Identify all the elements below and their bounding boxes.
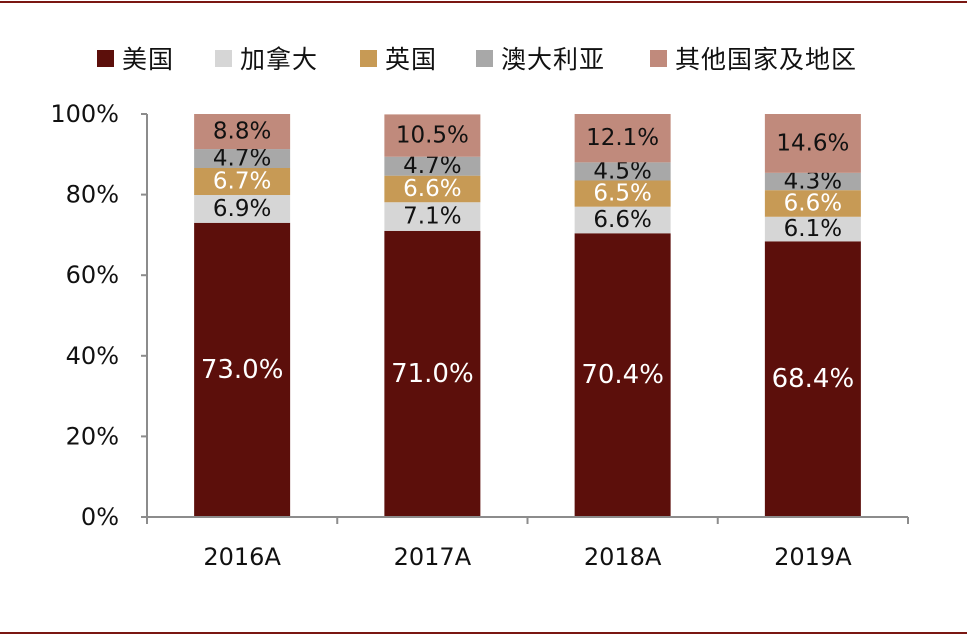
bar-segment — [194, 195, 291, 223]
bar-segment — [384, 175, 481, 203]
data-label: 6.6% — [403, 176, 461, 202]
data-label: 6.6% — [784, 190, 842, 216]
bar-segment — [194, 149, 291, 169]
data-label: 71.0% — [391, 359, 474, 389]
x-tick-label: 2018A — [584, 543, 662, 571]
legend-item-other: 其他国家及地区 — [650, 40, 857, 76]
x-tick-label: 2019A — [774, 543, 852, 571]
legend-swatch-other — [650, 49, 667, 67]
legend-swatch-usa — [97, 49, 114, 67]
legend-label-australia: 澳大利亚 — [501, 45, 606, 74]
bar-segment — [384, 156, 481, 176]
bar-segment — [384, 114, 481, 157]
bar-segment — [194, 168, 291, 196]
y-tick-label: 80% — [66, 181, 119, 209]
data-label: 4.5% — [593, 158, 651, 184]
data-label: 4.7% — [213, 146, 271, 172]
bar-segment — [764, 216, 861, 242]
data-label: 68.4% — [772, 364, 855, 394]
legend-label-uk: 英国 — [385, 45, 438, 74]
bar-segment — [574, 206, 671, 234]
bar-segment — [194, 222, 291, 517]
legend-item-canada: 加拿大 — [215, 40, 318, 76]
data-label: 70.4% — [581, 360, 664, 390]
bottom-border-rule — [0, 632, 967, 634]
y-tick-label: 0% — [81, 503, 119, 531]
legend-item-australia: 澳大利亚 — [476, 40, 605, 76]
data-label: 12.1% — [586, 125, 659, 151]
data-label: 6.7% — [213, 169, 271, 195]
legend-label-canada: 加拿大 — [240, 45, 319, 74]
data-label: 14.6% — [776, 130, 849, 156]
y-tick-label: 40% — [66, 342, 119, 370]
data-label: 73.0% — [201, 355, 284, 385]
legend-label-usa: 美国 — [122, 45, 175, 74]
bar-segment — [384, 230, 481, 517]
legend-item-usa: 美国 — [97, 40, 174, 76]
data-label: 6.6% — [593, 207, 651, 233]
data-label: 10.5% — [396, 123, 469, 149]
bar-segment — [764, 241, 861, 517]
x-tick-label: 2016A — [203, 543, 281, 571]
data-label: 6.1% — [784, 216, 842, 242]
bar-segment — [764, 114, 861, 173]
bar-segment — [764, 172, 861, 191]
legend-label-other: 其他国家及地区 — [675, 45, 858, 74]
data-label: 8.8% — [213, 119, 271, 145]
data-label: 4.7% — [403, 153, 461, 179]
legend-swatch-australia — [476, 49, 493, 67]
bar-segment — [574, 162, 671, 181]
legend-swatch-canada — [215, 49, 232, 67]
bar-segment — [574, 233, 671, 517]
bar-segment — [764, 190, 861, 217]
bar-segment — [194, 114, 291, 150]
data-label: 7.1% — [403, 204, 461, 230]
data-label: 6.5% — [593, 181, 651, 207]
chart-legend: 美国 加拿大 英国 澳大利亚 其他国家及地区 — [0, 40, 967, 76]
bar-segment — [574, 180, 671, 207]
x-tick-label: 2017A — [394, 543, 472, 571]
y-tick-label: 100% — [50, 100, 119, 128]
bar-segment — [384, 202, 481, 231]
y-tick-label: 60% — [66, 261, 119, 289]
data-label: 6.9% — [213, 196, 271, 222]
top-border-rule — [0, 1, 967, 3]
bar-segment — [574, 114, 671, 163]
y-tick-label: 20% — [66, 422, 119, 450]
legend-item-uk: 英国 — [360, 40, 437, 76]
legend-swatch-uk — [360, 49, 377, 67]
